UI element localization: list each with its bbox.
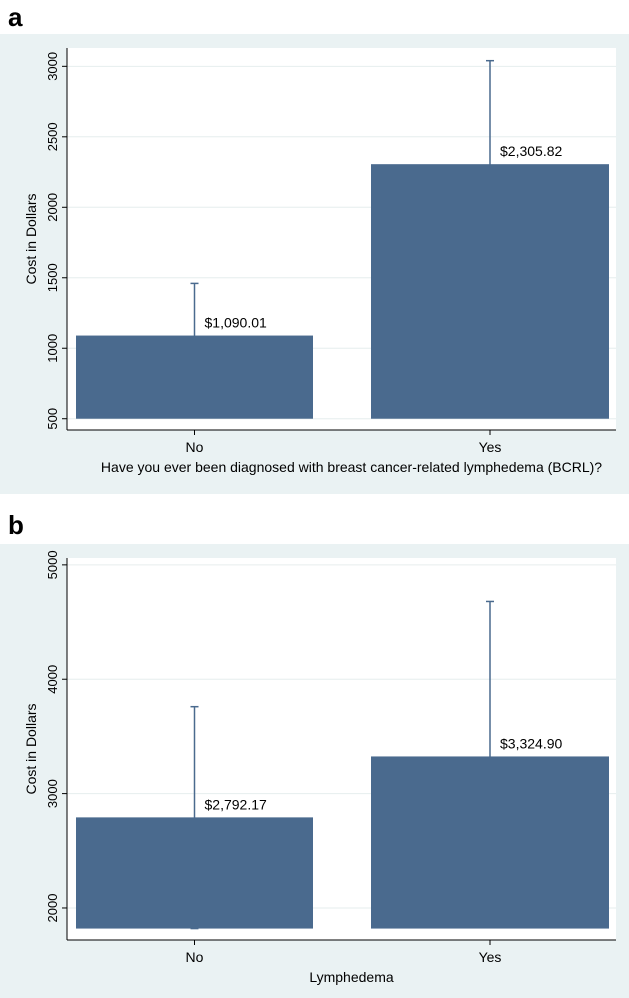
chart-b: 2000 3000 4000 5000 $2,792.17 $3,324.90 No Yes L…	[0, 544, 629, 998]
value-label: $2,305.82	[500, 143, 562, 159]
x-axis-title: Have you ever been diagnosed with breast…	[101, 459, 602, 475]
y-tick-label: 500	[45, 408, 60, 430]
y-tick-label: 2000	[45, 193, 60, 222]
y-tick-label: 3000	[45, 52, 60, 81]
x-tick-label: Yes	[479, 949, 502, 965]
y-axis-title: Cost in Dollars	[23, 193, 39, 284]
x-axis-title: Lymphedema	[309, 969, 394, 985]
x-tick-label: Yes	[479, 439, 502, 455]
x-tick-label: No	[186, 439, 204, 455]
x-tick-label: No	[186, 949, 204, 965]
y-tick-label: 5000	[45, 550, 60, 579]
panel-label-b: b	[8, 510, 24, 540]
y-tick-label: 1000	[45, 334, 60, 363]
value-label: $3,324.90	[500, 735, 562, 751]
y-tick-label: 2000	[45, 894, 60, 923]
y-tick-label: 3000	[45, 779, 60, 808]
value-label: $2,792.17	[205, 796, 267, 812]
y-tick-label: 2500	[45, 122, 60, 151]
value-label: $1,090.01	[205, 315, 267, 331]
y-tick-label: 4000	[45, 665, 60, 694]
y-axis-title: Cost in Dollars	[23, 703, 39, 794]
panel-label-a: a	[8, 2, 23, 32]
chart-a: 500 1000 1500 2000 2500 3000 $1,090.01 $2,305.8…	[0, 34, 629, 494]
y-tick-label: 1500	[45, 263, 60, 292]
